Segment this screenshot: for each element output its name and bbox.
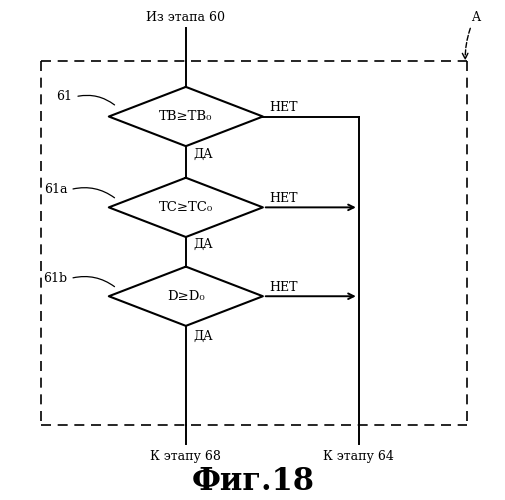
Text: К этапу 64: К этапу 64 xyxy=(323,450,393,464)
Text: Фиг.18: Фиг.18 xyxy=(191,466,314,498)
Text: 61b: 61b xyxy=(43,272,67,285)
Text: НЕТ: НЕТ xyxy=(268,281,297,294)
Text: ДА: ДА xyxy=(193,148,213,160)
Text: ДА: ДА xyxy=(193,238,213,252)
Text: НЕТ: НЕТ xyxy=(268,101,297,114)
Text: ДА: ДА xyxy=(193,330,213,343)
Text: 61a: 61a xyxy=(44,183,67,196)
Text: D≥D₀: D≥D₀ xyxy=(167,290,205,302)
Text: НЕТ: НЕТ xyxy=(268,192,297,205)
Text: 61: 61 xyxy=(56,90,72,104)
Text: Из этапа 60: Из этапа 60 xyxy=(146,10,225,24)
Text: TC≥TC₀: TC≥TC₀ xyxy=(159,201,213,214)
Text: К этапу 68: К этапу 68 xyxy=(150,450,221,464)
Text: A: A xyxy=(470,12,479,24)
Text: TB≥TB₀: TB≥TB₀ xyxy=(159,110,212,123)
